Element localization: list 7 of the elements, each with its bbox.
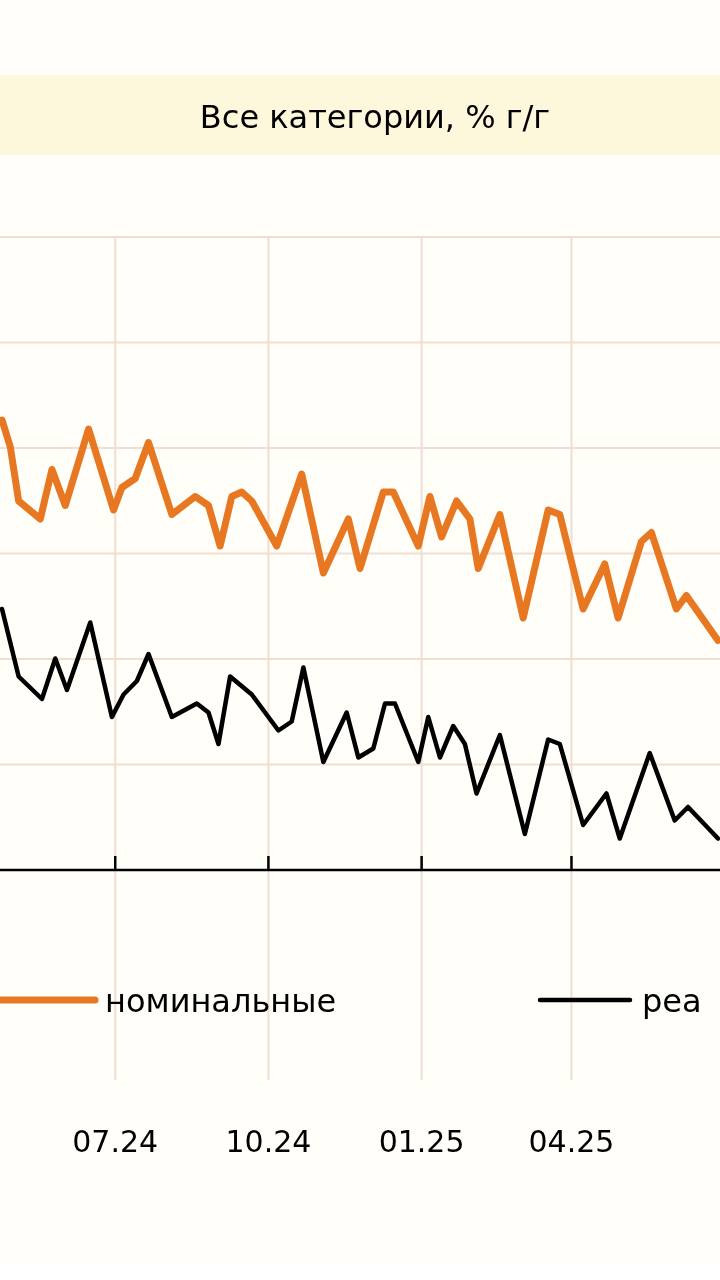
- x-tick-label: 10.24: [225, 1124, 312, 1159]
- x-tick-label: 07.24: [72, 1124, 159, 1159]
- legend-label: реа: [642, 982, 702, 1020]
- legend-label: номинальные: [105, 982, 337, 1020]
- x-tick-label: 04.25: [528, 1124, 615, 1159]
- chart-title: Все категории, % г/г: [199, 98, 551, 136]
- x-tick-label: 01.25: [378, 1124, 465, 1159]
